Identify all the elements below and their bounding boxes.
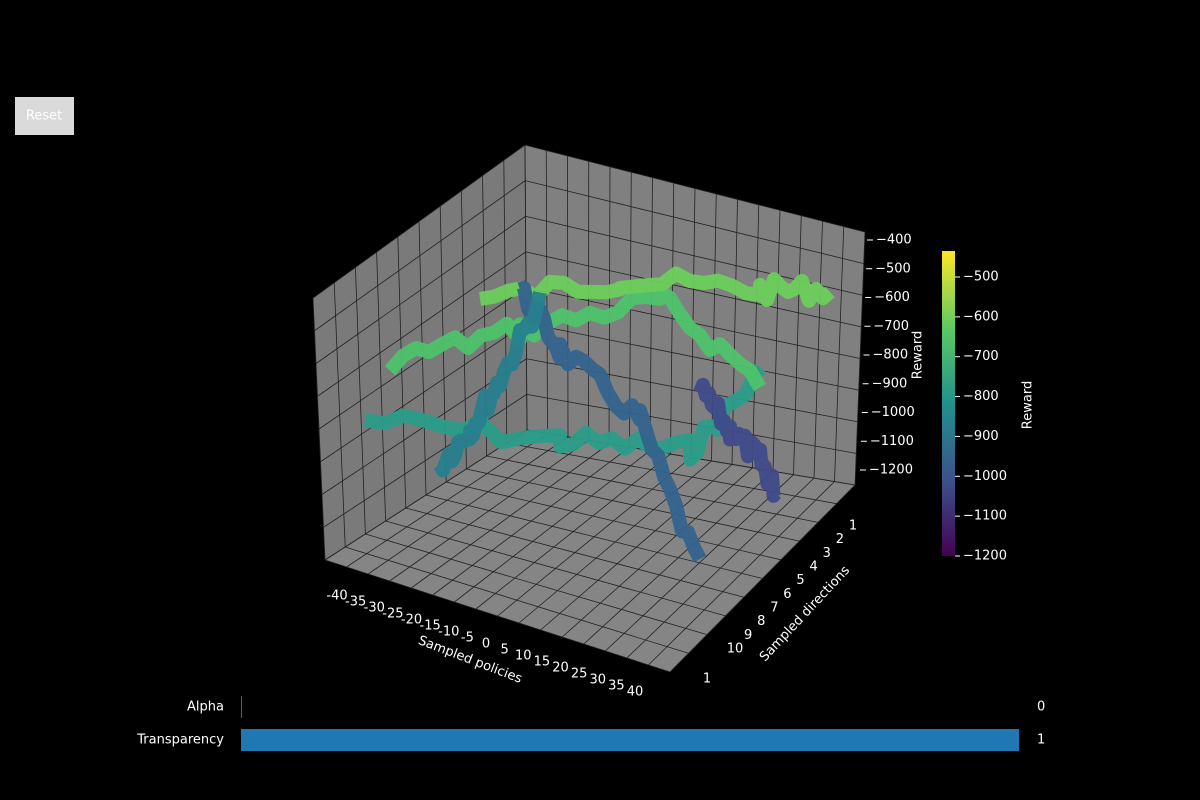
y-tick-label: 4 xyxy=(810,560,818,575)
grid-line xyxy=(486,455,819,523)
z-tick-label: −800 xyxy=(873,348,909,363)
slider-value: 0 xyxy=(1037,700,1045,715)
button-face[interactable] xyxy=(15,97,74,135)
colorbar-tick-label: −600 xyxy=(963,309,999,324)
grid-line xyxy=(320,322,527,463)
y-tick-label: 6 xyxy=(783,587,791,602)
x-tick-label: 5 xyxy=(500,643,508,658)
grid-line xyxy=(526,393,857,454)
slider-fill[interactable] xyxy=(241,729,1019,751)
grid-line xyxy=(525,251,862,328)
grid-line xyxy=(524,144,866,233)
x-tick-label: 40 xyxy=(627,685,644,700)
grid-line xyxy=(324,429,528,561)
z-tick-label: −1000 xyxy=(871,405,915,420)
grid-line xyxy=(506,442,837,505)
x-tick-label: -20 xyxy=(401,613,422,628)
grid-line xyxy=(317,251,526,397)
surface xyxy=(363,266,835,563)
slider-label: Transparency xyxy=(136,733,224,748)
surface-band xyxy=(693,377,781,503)
grid-line xyxy=(526,322,859,391)
z-tick-label: −500 xyxy=(875,261,911,276)
surface-band xyxy=(478,266,835,308)
grid-line xyxy=(345,546,689,654)
grid-line xyxy=(318,287,527,430)
x-tick-label: 25 xyxy=(571,667,588,682)
x-tick-label: 30 xyxy=(589,673,606,688)
z-axis-label: Reward xyxy=(911,331,926,379)
reset-button[interactable]: Reset xyxy=(15,97,74,135)
x-tick-label: -35 xyxy=(345,595,366,610)
z-tick-label: −900 xyxy=(872,376,908,391)
grid-line xyxy=(425,494,763,579)
x-tick-label: 0 xyxy=(482,637,490,652)
floor-pane xyxy=(325,430,855,672)
x-tick-label: -25 xyxy=(382,607,403,622)
z-tick-label: −700 xyxy=(873,319,909,334)
x-tick-label: 20 xyxy=(552,661,569,676)
y-tick-label: 2 xyxy=(836,532,844,547)
colorbar-tick-label: −900 xyxy=(963,429,999,444)
y-tick-label: 1 xyxy=(849,519,857,534)
y-tick-label: 9 xyxy=(744,628,752,643)
x-tick-label: -15 xyxy=(420,619,441,634)
grid-line xyxy=(365,533,708,635)
y-tick-label: 5 xyxy=(796,573,804,588)
slider-value: 1 xyxy=(1037,733,1045,748)
surface-band xyxy=(433,290,547,478)
slider-label: Alpha xyxy=(187,700,224,715)
colorbar-tick-label: −800 xyxy=(963,389,999,404)
y-tick-label: 3 xyxy=(823,546,831,561)
grid-line xyxy=(312,144,526,299)
z-tick-label: −1200 xyxy=(869,463,913,478)
y-tick-label: 1 xyxy=(703,672,711,687)
z-tick-label: −1100 xyxy=(870,434,914,449)
grid-line xyxy=(385,520,726,617)
colorbar xyxy=(942,251,955,556)
grid-line xyxy=(405,507,745,598)
x-tick-label: -5 xyxy=(461,631,474,646)
grid-line xyxy=(466,468,800,542)
colorbar-tick-label: −700 xyxy=(963,349,999,364)
x-tick-label: -30 xyxy=(364,601,385,616)
button-label[interactable]: Reset xyxy=(26,109,62,124)
x-tick-label: 15 xyxy=(534,655,551,670)
slider-fill[interactable] xyxy=(241,696,242,718)
grid-line xyxy=(525,180,864,265)
x-tick-label: 10 xyxy=(515,649,532,664)
grid-line xyxy=(324,559,671,673)
surface-band xyxy=(384,284,767,391)
z-tick-label: −400 xyxy=(876,233,912,248)
colorbar-tick-label: −1000 xyxy=(963,469,1007,484)
grid-line xyxy=(526,358,858,423)
x-tick-label: -40 xyxy=(326,589,347,604)
grid-line xyxy=(315,215,526,364)
x-tick-label: 35 xyxy=(608,679,625,694)
colorbar-tick-label: −500 xyxy=(963,270,999,285)
y-tick-label: 7 xyxy=(770,601,778,616)
y-tick-label: 8 xyxy=(757,614,765,629)
colorbar-tick-label: −1200 xyxy=(963,549,1007,564)
grid-line xyxy=(446,481,782,561)
colorbar-label: Reward xyxy=(1021,381,1036,429)
x-tick-label: -10 xyxy=(438,625,459,640)
colorbar-tick-label: −1100 xyxy=(963,509,1007,524)
z-tick-label: −600 xyxy=(874,290,910,305)
grid-line xyxy=(323,394,527,528)
grid-line xyxy=(314,180,526,332)
y-tick-label: 10 xyxy=(727,642,744,657)
